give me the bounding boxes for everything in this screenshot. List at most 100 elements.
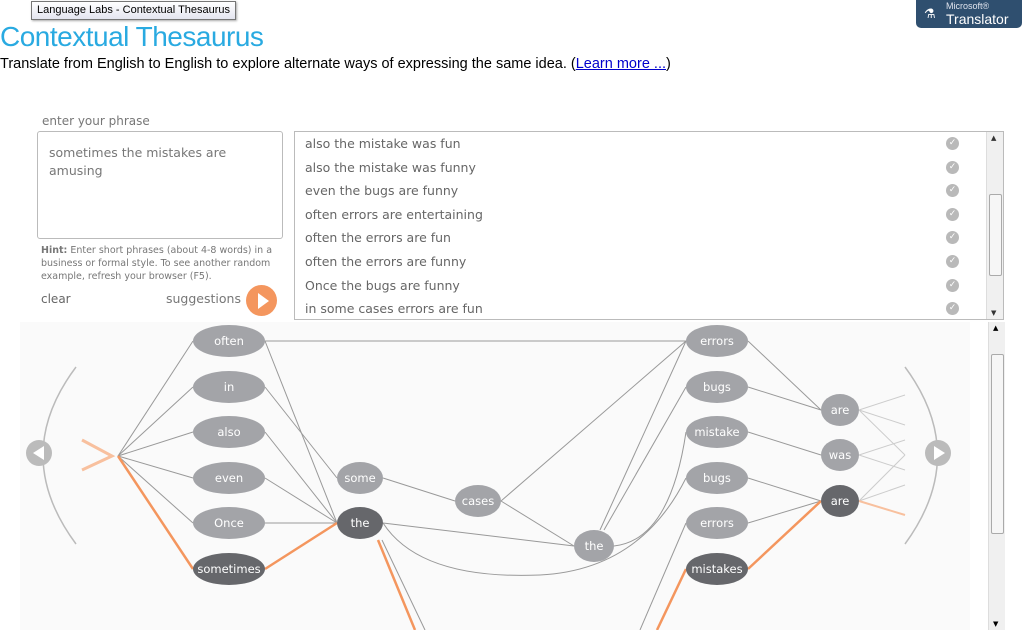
word-node-label: the [351,516,370,530]
results-scrollbar[interactable]: ▲ ▼ [986,132,1003,319]
learn-more-link[interactable]: Learn more ... [575,56,666,72]
hint-label: Hint: [41,245,68,256]
graph-edge [382,522,575,547]
result-item[interactable]: even the bugs are funny ✓ [295,179,975,203]
word-node[interactable] [821,485,859,517]
check-icon: ✓ [946,137,959,150]
logo-name: Translator [946,11,1009,27]
word-node-label: in [224,380,234,394]
graph-edge [747,386,822,411]
graph-edge-selected [655,568,688,630]
word-node[interactable] [686,325,748,357]
word-node[interactable] [337,507,383,539]
result-item[interactable]: also the mistake was funny ✓ [295,156,975,180]
result-text: even the bugs are funny [305,183,459,199]
word-node-label: often [214,334,244,348]
clear-button[interactable]: clear [41,292,71,306]
word-node-label: bugs [703,380,731,394]
graph-edge-selected [264,521,338,571]
page-title: Contextual Thesaurus [0,21,264,52]
word-node[interactable] [193,462,265,494]
graph-background [20,322,970,630]
graph-edge [858,484,906,502]
word-node[interactable] [686,553,748,585]
result-item[interactable]: often errors are entertaining ✓ [295,203,975,227]
graph-edge [858,394,906,411]
result-text: also the mistake was funny [305,159,476,175]
word-node-label: also [217,425,240,439]
result-item[interactable]: also the mistake was fun ✓ [295,132,975,156]
graph-edge [613,431,687,547]
graph-edge-selected [116,455,195,570]
graph-edge [747,431,822,456]
result-text: often the errors are funny [305,253,467,269]
word-node-label: are [831,403,850,417]
word-node[interactable] [337,462,383,494]
graph-edge [603,386,687,531]
graph-edge [858,439,906,456]
phrase-input[interactable]: sometimes the mistakes are amusing [37,131,283,239]
word-node[interactable] [686,371,748,403]
word-node[interactable] [821,439,859,471]
suggestions-label: suggestions [166,291,241,306]
logo-small: Microsoft® [946,1,990,11]
graph-edge [500,340,687,502]
check-icon: ✓ [946,231,959,245]
word-node[interactable] [574,530,614,562]
graph-edge [858,454,906,502]
word-node[interactable] [193,325,265,357]
word-node-label: sometimes [197,562,260,576]
check-icon: ✓ [946,160,959,174]
word-node-label: even [215,471,243,485]
translator-logo[interactable]: ⚗ Microsoft® Translator [916,0,1022,28]
graph-edge-selected [747,500,822,570]
word-node-label: was [829,448,851,462]
result-text: in some cases errors are fun [305,301,483,317]
word-node-label: mistakes [691,562,742,576]
word-node[interactable] [193,507,265,539]
word-node[interactable] [193,553,265,585]
word-node[interactable] [686,507,748,539]
check-icon: ✓ [946,207,959,221]
word-node-label: the [585,539,604,553]
word-node[interactable] [686,416,748,448]
subtitle-text: Translate from English to English to exp… [0,56,576,72]
result-item[interactable]: Once the bugs are funny ✓ [295,274,975,298]
result-text: often errors are entertaining [305,206,483,222]
results-list: ▲ ▼ also the mistake was fun ✓ also the mis… [294,131,1004,320]
start-chevron [81,438,116,472]
graph-edge [117,340,194,457]
graph-edge [747,340,822,411]
word-node-label: mistake [694,425,739,439]
word-node[interactable] [193,416,265,448]
graph-edge [858,454,906,471]
graph-edge-selected [858,500,906,516]
result-text: also the mistake was fun [305,136,461,151]
graph-edge [264,477,338,524]
suggestions-play-button[interactable] [246,285,277,316]
graph-edge [117,431,194,457]
result-item[interactable]: often the errors are funny ✓ [295,250,975,274]
word-node-label: cases [462,494,494,508]
result-item[interactable]: in some cases errors are fun ✓ [295,297,975,319]
graph-edge [500,500,575,547]
phrase-label: enter your phrase [42,114,150,128]
word-node[interactable] [455,485,501,517]
result-item[interactable]: often the errors are fun ✓ [295,226,975,250]
word-node-label: bugs [703,471,731,485]
word-node[interactable] [821,394,859,426]
graph-edge [858,409,906,426]
left-arrow-icon [33,446,44,460]
word-node[interactable] [193,371,265,403]
graph-edge-selected [376,539,417,630]
word-node-label: errors [700,334,734,348]
word-node[interactable] [686,462,748,494]
graph-edge [382,477,456,502]
check-icon: ✓ [946,254,959,268]
right-arrow-icon [934,446,945,460]
phrase-graph: often in also even Once sometimes some the cases… [20,322,970,630]
graph-edge [599,340,687,531]
graph-scrollbar[interactable]: ▲ ▼ [988,322,1005,630]
check-icon: ✓ [946,184,959,198]
flask-icon: ⚗ [924,6,936,21]
